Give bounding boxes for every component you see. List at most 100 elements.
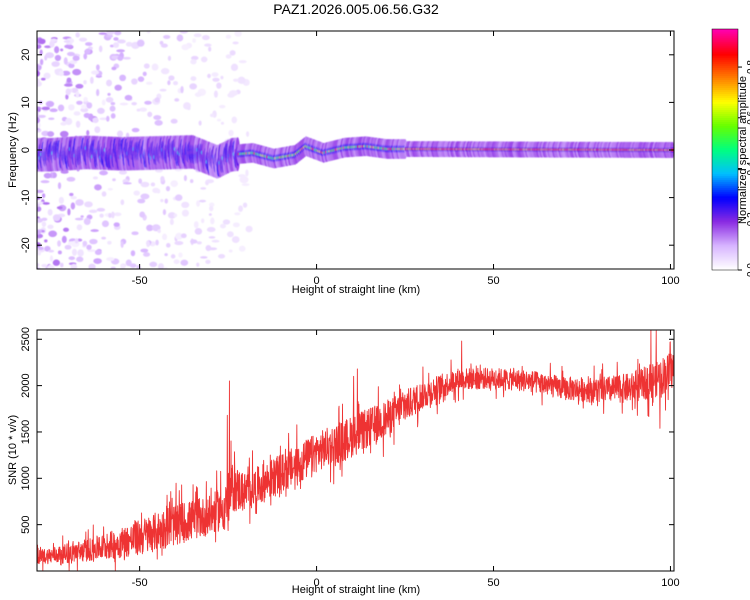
spectrogram-cell [205,244,212,252]
spectrogram-cell [189,179,194,184]
spectrogram-cell [200,187,207,190]
colorbar-strip [712,157,738,161]
colorbar-strip [712,55,738,58]
spectrogram-cell [216,118,222,122]
spectrogram-cell [57,240,62,247]
spectrogram-cell [96,64,100,71]
spectrogram-cell [246,131,250,137]
spectrogram-cell [245,169,249,177]
spectrogram-x-tick-label: -50 [132,275,148,287]
spectrogram-cell [93,258,102,264]
spectrogram-cell [154,97,160,103]
spectrogram-cell [155,239,159,246]
spectrogram-y-axis-label: Frequency (Hz) [7,112,19,188]
colorbar-strip [712,177,738,181]
spectrogram-cell [242,202,248,208]
spectrogram-cell [232,222,240,228]
spectrogram-cell [48,230,58,238]
spectrogram-cell [163,34,171,39]
spectrogram-cell [37,127,40,131]
spectrogram-cell [39,58,44,66]
snr-x-tick-label: 50 [487,577,499,589]
spectrogram-cell [80,107,89,113]
spectrogram-cell [56,206,63,210]
spectrogram-cell [89,238,98,245]
spectrogram-cell [194,228,203,235]
colorbar-strip [712,137,738,141]
colorbar-strip [712,45,738,48]
spectrogram-cell [151,63,159,71]
spectrogram-cell [76,100,83,105]
colorbar-strip [712,183,738,187]
spectrogram-y-axis: -20 -10 0 10 20 [20,49,674,253]
colorbar-strip [712,95,738,98]
spectrogram-cell [241,183,250,187]
spectrogram-cell [83,217,91,226]
colorbar-strip [712,101,738,104]
spectrogram-cell [209,113,215,118]
colorbar-strip [712,121,738,124]
spectrogram-cell [112,178,116,182]
spectrogram-cell [211,239,220,243]
spectrogram-cell [54,54,62,62]
spectrogram-cell [219,104,226,109]
spectrogram-cell [110,102,116,106]
spectrogram-cell [109,44,115,48]
spectrogram-cell [42,193,46,198]
spectrogram-cell [65,88,71,96]
spectrogram-cell [156,188,161,194]
colorbar-strip [712,59,738,62]
spectrogram-cell [181,201,190,209]
colorbar-gradient [711,28,739,271]
spectrogram-cell [154,120,163,126]
colorbar-strip [712,57,738,60]
spectrogram-cell [168,75,175,81]
spectrogram-cell [70,263,78,269]
colorbar-strip [712,219,738,223]
colorbar-strip [712,29,738,32]
colorbar-strip [712,143,738,147]
spectrogram-y-tick-label: -20 [20,237,32,253]
spectrogram-cell [204,43,212,47]
spectrogram-cell [94,126,101,134]
colorbar-strip [712,251,738,255]
spectrogram-cell [174,98,180,102]
colorbar-strip [712,77,738,80]
spectrogram-cell [76,256,84,263]
snr-panel: -50 0 50 100 500 1000 1500 2000 2500 Height of … [7,327,680,596]
spectrogram-cell [64,244,72,250]
spectrogram-cell [180,233,187,239]
spectrogram-cell [41,263,48,268]
spectrogram-cell [143,252,151,257]
spectrogram-cell [234,212,241,216]
spectrogram-cell [120,264,126,269]
spectrogram-cell [218,254,226,259]
spectrogram-cell [83,80,87,85]
spectrogram-cell [130,250,136,257]
colorbar-strip [712,225,738,229]
spectrogram-cell [228,129,234,137]
spectrogram-cell [137,198,146,204]
spectrogram-y-tick-label: 0 [20,147,32,153]
spectrogram-cell [106,34,114,38]
spectrogram-x-tick-label: 50 [487,275,499,287]
spectrogram-cell [94,249,102,256]
snr-x-axis: -50 0 50 100 [132,330,680,589]
colorbar-strip [712,173,738,177]
spectrogram-cell [48,117,55,121]
spectrogram-cell [90,229,99,232]
colorbar-strip [712,261,738,265]
snr-x-tick-label: -50 [132,577,148,589]
colorbar-strip [712,213,738,217]
snr-series-line [37,330,674,571]
spectrogram-cell [51,61,60,67]
spectrogram-cell [200,56,208,63]
colorbar-strip [712,233,738,237]
spectrogram-cell [83,112,91,119]
snr-y-tick-label: 1000 [20,466,32,490]
colorbar-strip [712,163,738,167]
spectrogram-cell [41,221,47,227]
spectrogram-cell [230,63,239,72]
spectrogram-cell [133,190,140,196]
